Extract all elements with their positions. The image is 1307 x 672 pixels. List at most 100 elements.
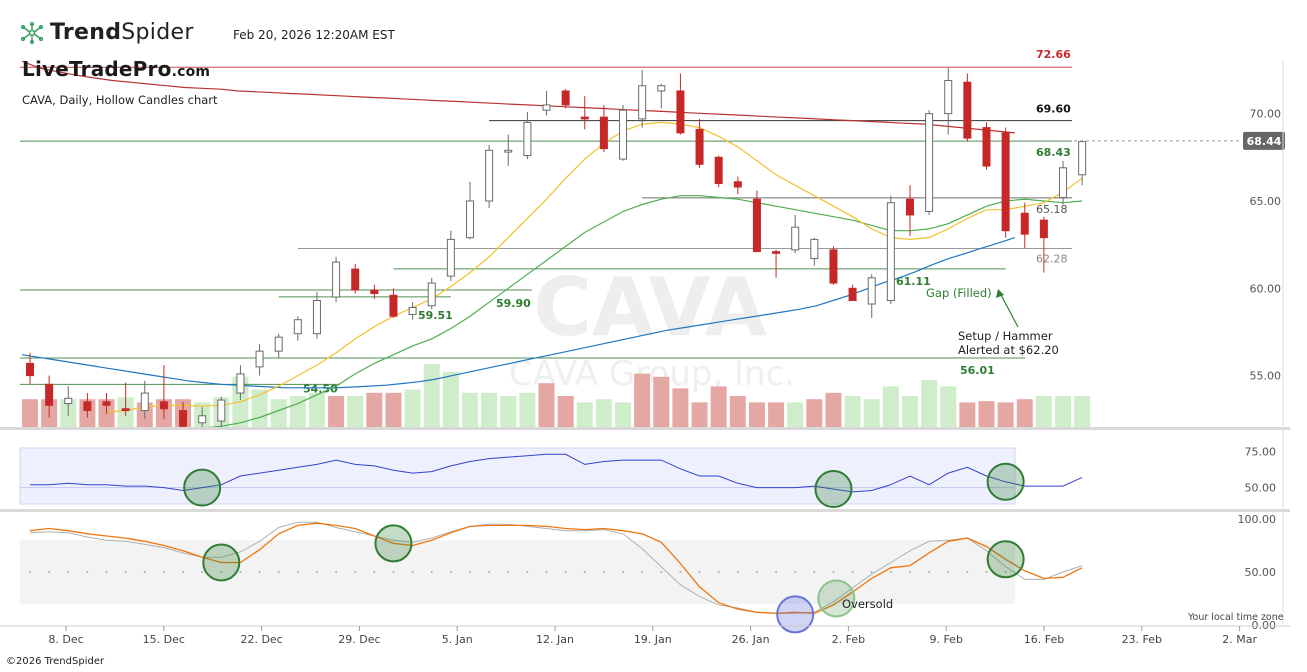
stoch-dot [239,571,242,573]
stoch-signal-circle [986,540,1025,579]
stoch-dot [335,571,338,573]
candle-body [504,149,513,153]
candle-body [1020,212,1029,235]
candle-body [829,249,838,284]
candle-body [772,251,781,254]
volume-bar [366,392,383,428]
volume-bar [615,402,632,428]
x-tick-label: 2. Feb [832,633,865,646]
volume-bar [347,396,364,428]
oversold-label: Oversold [842,597,894,611]
candle-body [542,104,551,111]
timezone-note: Your local time zone [1188,612,1284,623]
stoch-dot [86,571,89,573]
candle-body [752,198,761,253]
candle-body [446,238,455,277]
stoch-dot [201,571,204,573]
ema-mid-line [202,195,1083,429]
candle-body [121,408,130,412]
volume-bar [308,392,325,428]
candle-body [370,289,379,295]
stoch-dot [220,571,223,573]
stoch-dot [583,571,586,573]
level-label: 68.43 [1036,146,1071,159]
site-logo: LiveTradePro.com [22,57,211,81]
volume-bar [653,376,670,428]
level-label: 62.28 [1036,252,1068,265]
stoch-dot [315,571,318,573]
stoch-dot [736,571,739,573]
x-tick-label: 26. Jan [732,633,770,646]
level-label: 54.50 [303,382,338,395]
candle-body [1059,167,1068,198]
stoch-dot [507,571,510,573]
volume-bar [863,399,880,428]
candle-body [140,392,149,412]
candle-body [179,410,188,427]
x-tick-label: 5. Jan [442,633,473,646]
stoch-dot [182,571,185,573]
stoch-dot [48,571,51,573]
candle-body [236,373,245,394]
candle-body [580,116,589,120]
candle-body [64,397,73,405]
candle-body [963,81,972,139]
volume-bar [806,399,823,428]
stoch-dot [832,571,835,573]
y-tick-label: 65.00 [1250,195,1282,208]
x-tick-label: 29. Dec [338,633,380,646]
stoch-dot [755,571,758,573]
x-tick-label: 9. Feb [929,633,962,646]
x-tick-label: 8. Dec [48,633,83,646]
stoch-dot [449,571,452,573]
candle-body [274,336,283,352]
volume-bar [748,402,765,428]
candle-body [217,399,226,422]
candle-body [714,156,723,185]
candle-body [848,287,857,302]
oversold-circle [817,579,856,618]
stoch-dot [468,571,471,573]
stoch-dot [851,571,854,573]
volume-bar [385,392,402,428]
candle-body [561,90,570,106]
stoch-dot [545,571,548,573]
candle-body [159,401,168,410]
stoch-dot [373,571,376,573]
stoch-dot [124,571,127,573]
volume-bar [557,396,574,428]
volume-bar [270,399,287,428]
candle-body [389,294,398,317]
stoch-d-line [29,521,1083,614]
setup-note-line2: Alerted at $62.20 [958,343,1059,357]
stoch-dot [1004,571,1007,573]
gap-label: Gap (Filled) [926,286,992,300]
stoch-dot [794,571,797,573]
volume-bar [461,392,478,428]
watermark-company: CAVA Group, Inc. [509,354,795,394]
volume-bar [1055,396,1072,428]
oversold-circle [776,595,815,634]
candle-body [925,113,934,212]
candle-body [198,415,207,424]
volume-bar [901,396,918,428]
rsi-tick-label: 75.00 [1245,445,1277,458]
candle-body [982,127,991,167]
candle-body [1039,219,1048,239]
brand-name: TrendSpider [50,20,194,45]
stoch-dot [411,571,414,573]
stoch-dot [277,571,280,573]
candle-body [1001,132,1010,232]
level-label: 56.01 [960,364,995,377]
rsi-line [30,453,1083,493]
last-price-label: 68.44 [1247,135,1282,148]
ema-fast-line [106,121,1083,413]
candle-body [886,202,895,302]
stoch-dot [679,571,682,573]
volume-bar [1074,396,1091,428]
setup-note-line1: Setup / Hammer [958,329,1053,343]
volume-bar [538,383,555,428]
volume-bar [576,402,593,428]
stoch-dot [622,571,625,573]
